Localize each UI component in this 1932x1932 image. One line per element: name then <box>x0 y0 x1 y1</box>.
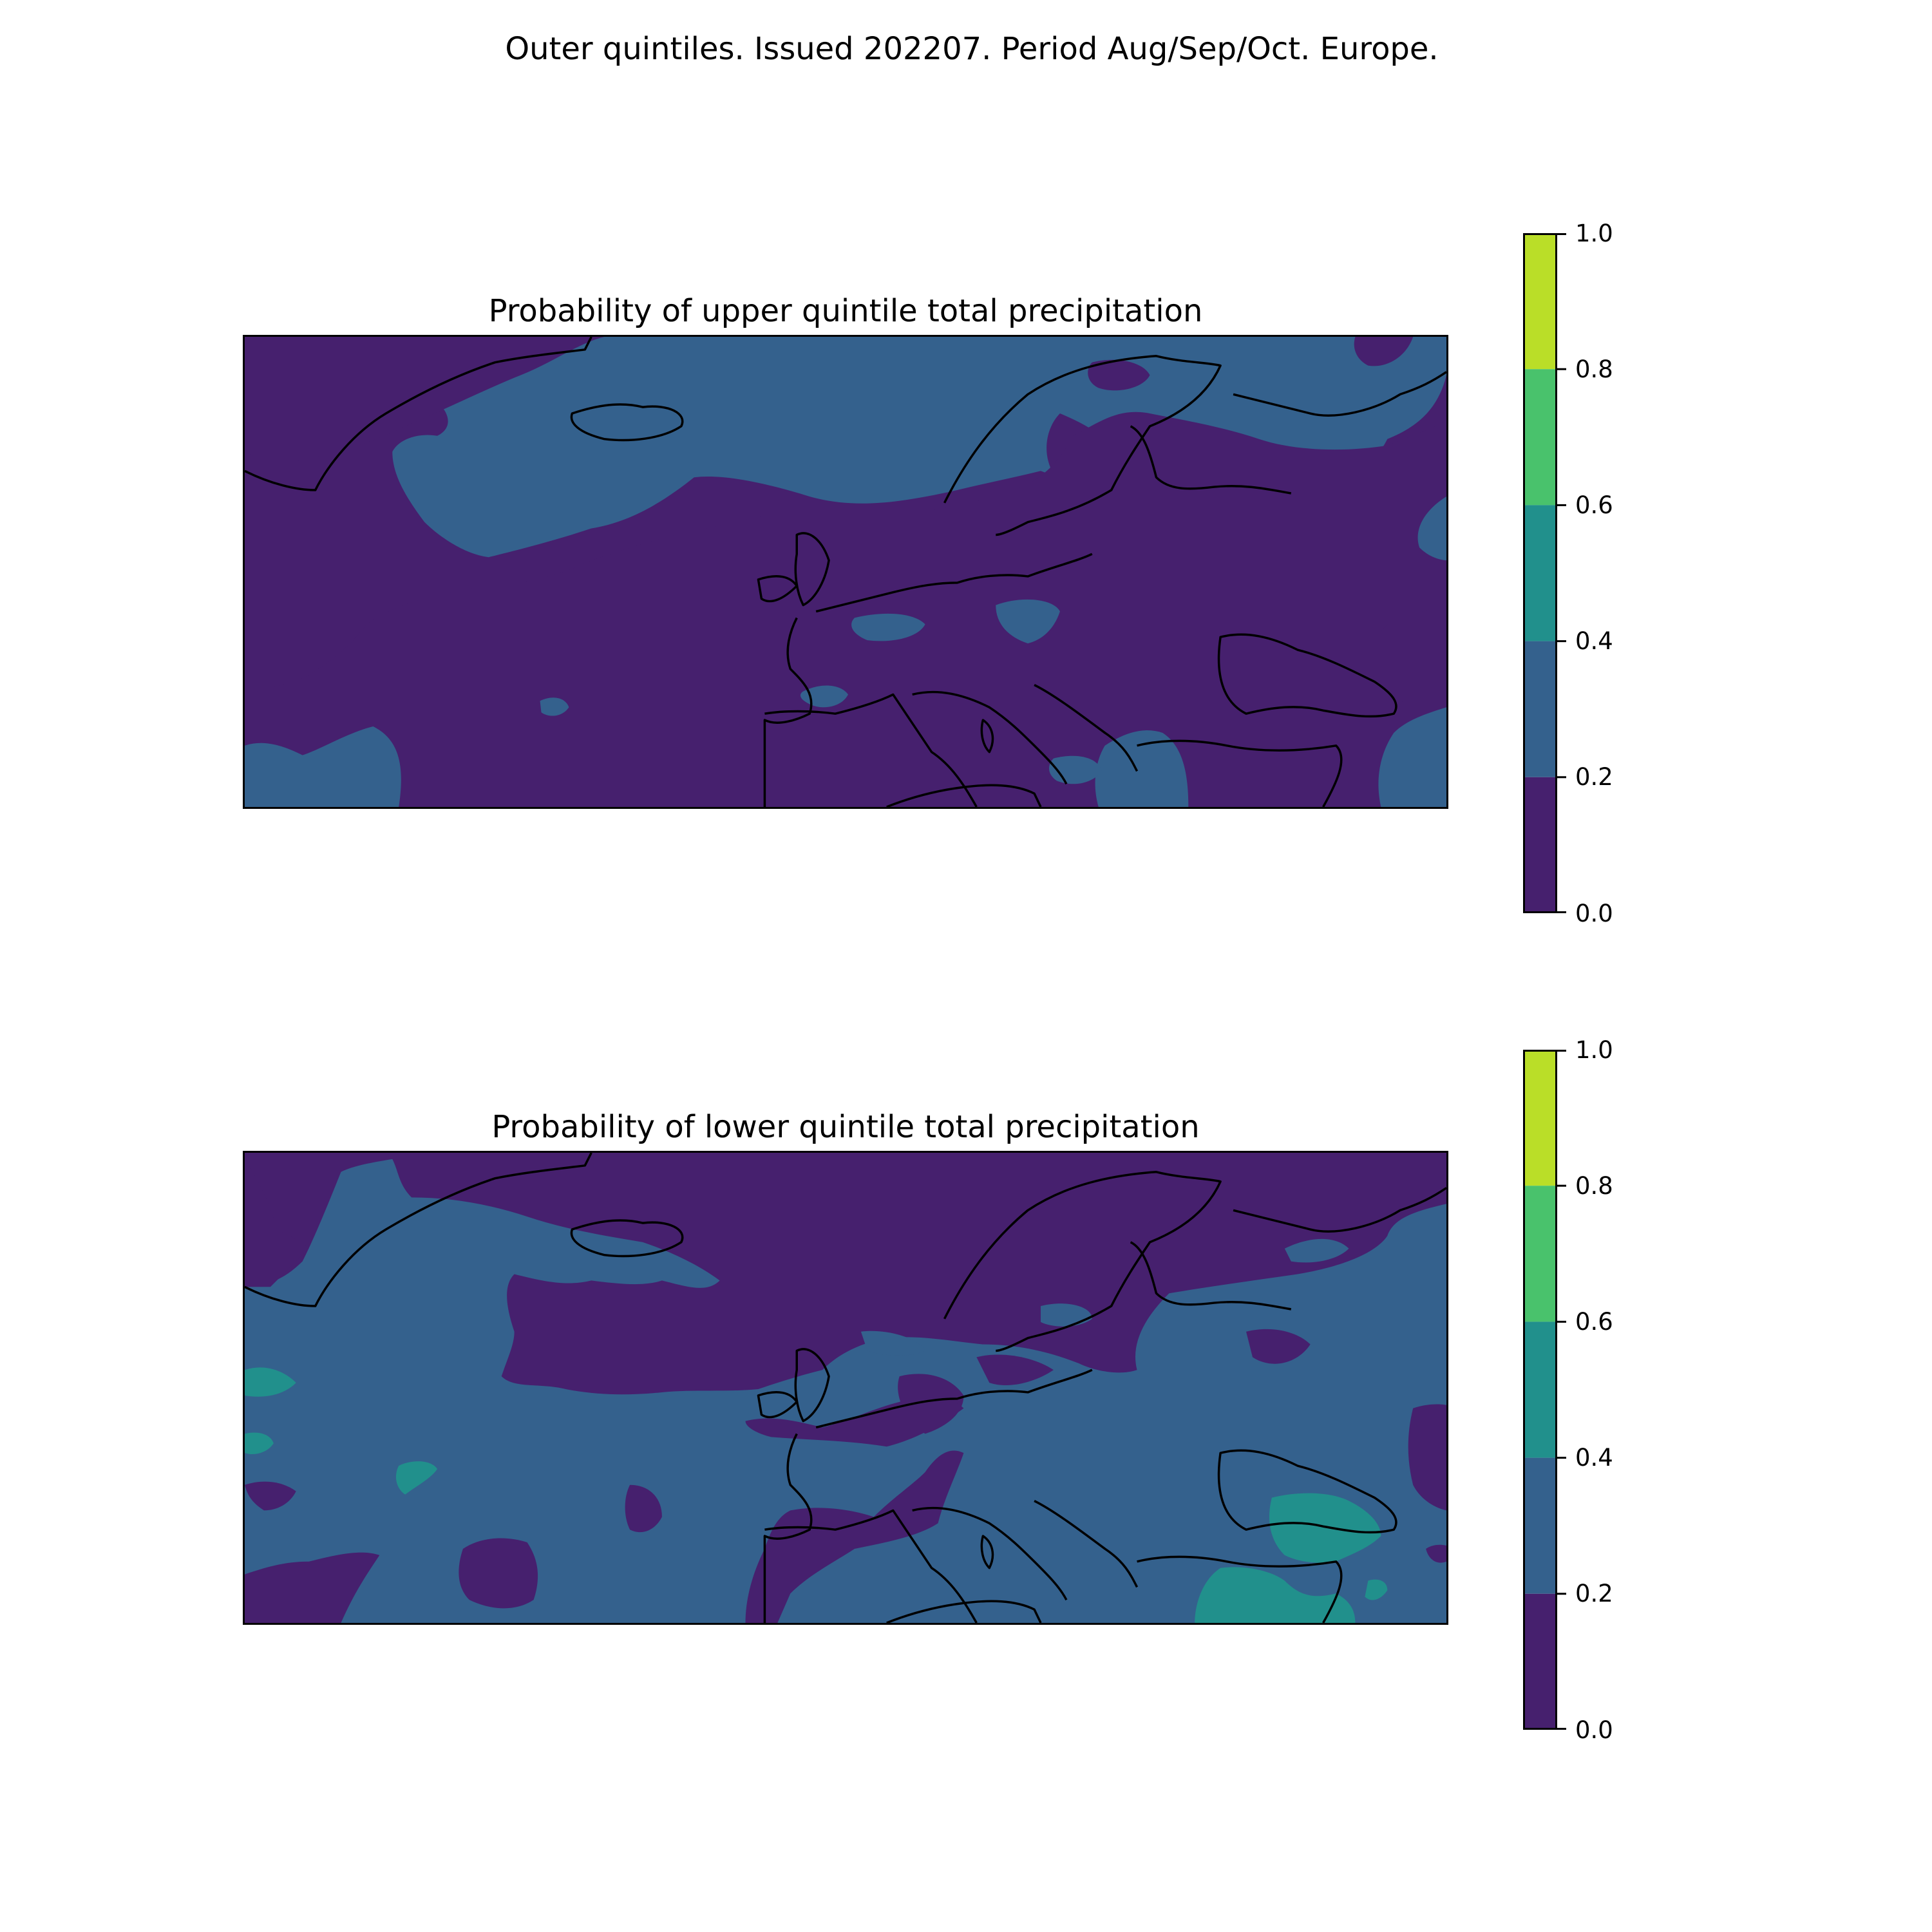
contour-region-class-1 <box>851 613 925 641</box>
contour-region-class-2 <box>1365 1579 1388 1600</box>
upper-colorbar <box>1523 233 1566 913</box>
contour-region-class-0 <box>245 1552 380 1623</box>
lower-colorbar-tick: 0.2 <box>1575 1580 1613 1607</box>
contour-region-class-0 <box>1426 1544 1446 1563</box>
contour-region-class-0 <box>1246 1329 1311 1364</box>
upper-quintile-map-plot <box>245 337 1446 807</box>
contour-region-class-1 <box>1417 496 1446 561</box>
lower-colorbar-tick: 0.4 <box>1575 1444 1613 1472</box>
contour-region-class-1 <box>540 697 569 716</box>
contour-region-class-0 <box>1088 359 1150 391</box>
contour-region-class-1 <box>996 599 1060 644</box>
figure-suptitle: Outer quintiles. Issued 202207. Period A… <box>505 31 1439 67</box>
contour-region-class-1 <box>1041 1303 1092 1327</box>
contour-region-class-0 <box>459 1538 538 1609</box>
lower-quintile-map <box>243 1151 1448 1625</box>
contour-region-class-1 <box>1095 730 1189 807</box>
contour-region-class-2 <box>1269 1493 1381 1563</box>
contour-region-class-0 <box>745 1450 964 1623</box>
contour-region-class-1 <box>860 1331 925 1356</box>
contour-region-class-2 <box>245 1367 296 1397</box>
lower-colorbar-tick: 0.6 <box>1575 1308 1613 1336</box>
lower-colorbar-tick: 1.0 <box>1575 1036 1613 1064</box>
contour-region-class-1 <box>800 685 848 708</box>
contour-region-class-2 <box>245 1432 274 1455</box>
contour-region-class-0 <box>625 1484 662 1533</box>
contour-region-class-0 <box>245 337 605 462</box>
lower-colorbar-tick: 0.8 <box>1575 1172 1613 1200</box>
contour-region-class-1 <box>1378 707 1446 807</box>
upper-colorbar-tick: 0.8 <box>1575 355 1613 383</box>
upper-colorbar-tick: 0.4 <box>1575 627 1613 655</box>
lower-quintile-map-plot <box>245 1153 1446 1623</box>
contour-region-class-1 <box>1284 1238 1349 1263</box>
upper-colorbar-tick: 0.0 <box>1575 900 1613 927</box>
upper-panel-title: Probability of upper quintile total prec… <box>488 293 1203 329</box>
contour-region-class-0 <box>245 1153 1446 1395</box>
upper-colorbar-tick: 1.0 <box>1575 220 1613 247</box>
contour-region-class-0 <box>1408 1404 1446 1511</box>
contour-region-class-0 <box>745 1397 964 1447</box>
upper-colorbar-tick: 0.2 <box>1575 763 1613 791</box>
upper-colorbar-tick: 0.6 <box>1575 491 1613 519</box>
contour-region-class-0 <box>245 1481 296 1511</box>
contour-region-class-2 <box>395 1461 438 1495</box>
lower-colorbar-tick: 0.0 <box>1575 1716 1613 1744</box>
lower-colorbar <box>1523 1050 1566 1730</box>
contour-region-class-1 <box>245 726 401 807</box>
contour-region-class-0 <box>976 1354 1054 1385</box>
contour-region-class-0 <box>245 1159 309 1287</box>
lower-panel-title: Probability of lower quintile total prec… <box>491 1109 1200 1145</box>
contour-region-class-2 <box>1195 1567 1356 1623</box>
contour-region-class-0 <box>1354 337 1414 366</box>
upper-quintile-map <box>243 335 1448 809</box>
